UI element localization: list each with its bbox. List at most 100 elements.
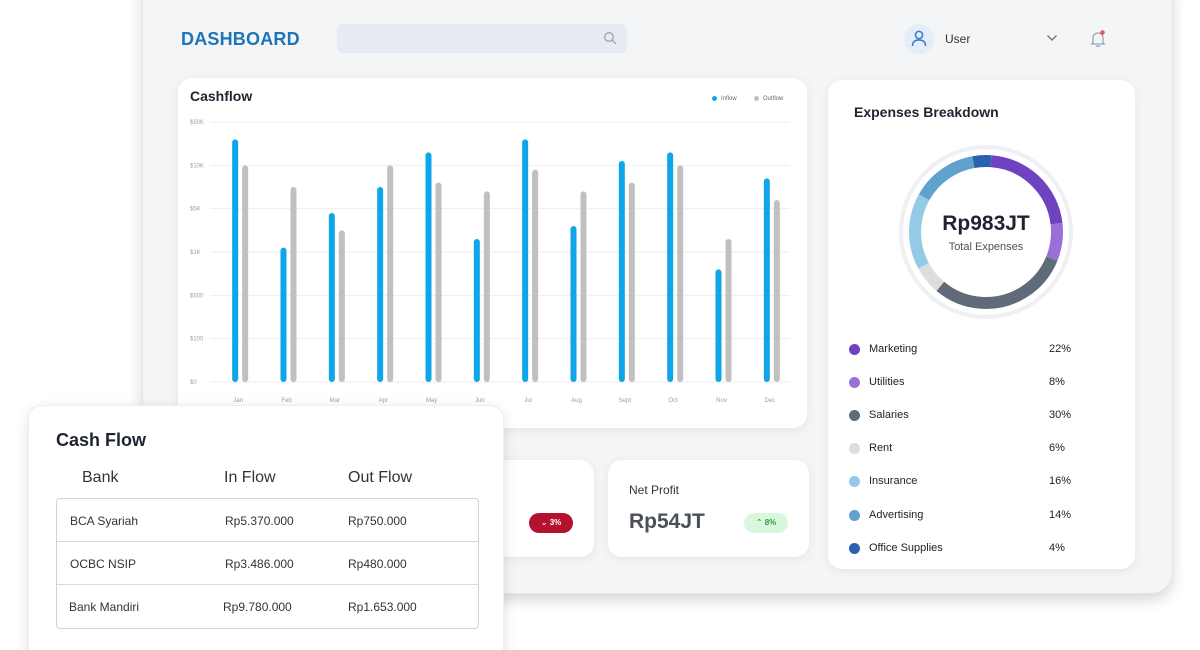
bar-outflow: [338, 230, 345, 382]
table-row[interactable]: OCBC NSIP Rp3.486.000 Rp480.000: [57, 542, 478, 585]
bar-outflow: [580, 191, 587, 382]
cell-bank: Bank Mandiri: [69, 600, 140, 614]
search-icon[interactable]: [603, 31, 617, 45]
donut-segment: [909, 155, 1063, 309]
expense-percent: 22%: [1049, 343, 1072, 355]
bar-outflow: [677, 165, 684, 382]
bar-inflow: [232, 139, 239, 382]
donut-segment: [909, 155, 1063, 309]
bar-outflow: [483, 191, 490, 382]
arrow-up-icon: ⌃: [755, 518, 763, 527]
x-tick-label: Sept: [619, 398, 632, 404]
expense-label: Advertising: [869, 509, 924, 521]
expense-percent: 4%: [1049, 542, 1065, 554]
legend-outflow-dot: [754, 96, 759, 101]
bar-inflow: [328, 213, 335, 382]
y-tick-label: $500: [190, 293, 204, 299]
expense-dot: [849, 443, 860, 454]
cell-in-flow: Rp3.486.000: [225, 557, 294, 571]
expense-item-office-supplies: Office Supplies 4%: [828, 539, 1135, 559]
expense-percent: 6%: [1049, 442, 1065, 454]
bar-outflow: [435, 182, 442, 382]
x-tick-label: Nov: [716, 398, 727, 404]
bar-inflow: [618, 161, 625, 382]
cell-bank: BCA Syariah: [70, 514, 139, 528]
table-row[interactable]: BCA Syariah Rp5.370.000 Rp750.000: [57, 499, 478, 542]
column-header-out-flow: Out Flow: [348, 469, 413, 486]
user-avatar[interactable]: [904, 24, 934, 54]
cashflow-card: Cashflow Inflow Outflow $0 $100 $500 $1K $5K…: [178, 78, 807, 428]
bar-inflow: [377, 187, 384, 382]
x-tick-label: Mar: [330, 398, 340, 404]
net-profit-card: Net Profit Rp54JT ⌃ 8%: [608, 460, 809, 557]
bar-outflow: [242, 165, 249, 382]
search-input[interactable]: [337, 24, 627, 53]
legend-inflow-label: Inflow: [721, 96, 737, 103]
cash-flow-table-card: Cash Flow Bank In Flow Out Flow BCA Syar…: [28, 405, 504, 650]
x-tick-label: May: [426, 398, 437, 404]
y-tick-label: $50K: [190, 120, 204, 126]
legend-inflow-dot: [712, 96, 717, 101]
y-tick-label: $100: [190, 337, 204, 343]
net-profit-value: Rp54JT: [629, 510, 705, 533]
expense-label: Insurance: [869, 475, 918, 487]
column-header-in-flow: In Flow: [224, 469, 276, 486]
total-expenses-value: Rp983JT: [942, 212, 1030, 235]
table-row[interactable]: Bank Mandiri Rp9.780.000 Rp1.653.000: [57, 585, 478, 628]
expense-label: Salaries: [869, 409, 909, 421]
legend-outflow: Outflow: [754, 96, 783, 102]
expense-percent: 14%: [1049, 509, 1072, 521]
bar-outflow: [773, 200, 780, 382]
net-profit-label: Net Profit: [629, 483, 680, 497]
chevron-down-icon[interactable]: [1046, 34, 1058, 42]
bar-outflow: [290, 187, 297, 382]
bar-inflow: [763, 178, 770, 382]
expenses-title: Expenses Breakdown: [854, 104, 999, 120]
y-tick-label: $5K: [190, 207, 201, 213]
cash-flow-table: BCA Syariah Rp5.370.000 Rp750.000 OCBC N…: [56, 498, 479, 629]
bar-inflow: [570, 226, 577, 382]
expense-label: Utilities: [869, 376, 905, 388]
donut-segment: [909, 155, 1063, 309]
expense-label: Marketing: [869, 343, 918, 355]
change-badge-text: 8%: [764, 518, 777, 527]
expense-dot: [849, 510, 860, 521]
expense-percent: 16%: [1049, 475, 1072, 487]
legend-outflow-label: Outflow: [763, 96, 784, 103]
cell-bank: OCBC NSIP: [70, 557, 137, 571]
expense-item-marketing: Marketing 22%: [828, 340, 1135, 360]
legend-inflow: Inflow: [712, 96, 737, 102]
cashflow-title: Cashflow: [190, 88, 253, 104]
expense-percent: 30%: [1049, 409, 1072, 421]
bar-inflow: [715, 269, 722, 382]
user-name[interactable]: User: [945, 32, 971, 46]
expenses-donut-chart: [899, 145, 1073, 319]
bar-outflow: [532, 169, 539, 382]
x-tick-label: Jun: [475, 398, 485, 404]
bar-inflow: [473, 239, 480, 382]
dashboard-logo[interactable]: DASHBOARD: [181, 29, 300, 49]
bar-inflow: [522, 139, 529, 382]
expenses-card: Expenses Breakdown Rp983JT Total Expense…: [828, 80, 1135, 569]
x-tick-label: Apr: [378, 398, 387, 404]
bar-inflow: [425, 152, 432, 382]
bell-icon[interactable]: [1090, 30, 1106, 48]
expense-dot: [849, 344, 860, 355]
change-badge-text: 3%: [549, 518, 562, 527]
expense-item-rent: Rent 6%: [828, 439, 1135, 459]
bar-inflow: [280, 247, 287, 382]
cash-flow-table-title: Cash Flow: [56, 430, 147, 450]
bar-outflow: [628, 182, 635, 382]
expense-dot: [849, 543, 860, 554]
donut-hole: [929, 175, 1043, 289]
user-icon: [911, 30, 927, 47]
cell-in-flow: Rp5.370.000: [225, 514, 294, 528]
total-expenses-label: Total Expenses: [948, 241, 1024, 253]
bar-inflow: [667, 152, 674, 382]
expense-item-advertising: Advertising 14%: [828, 506, 1135, 526]
change-badge-down: ⌄ 3%: [529, 513, 573, 533]
column-header-bank: Bank: [82, 469, 119, 486]
bar-outflow: [725, 239, 732, 382]
x-tick-label: Jan: [233, 398, 243, 404]
y-tick-label: $10K: [190, 163, 204, 169]
